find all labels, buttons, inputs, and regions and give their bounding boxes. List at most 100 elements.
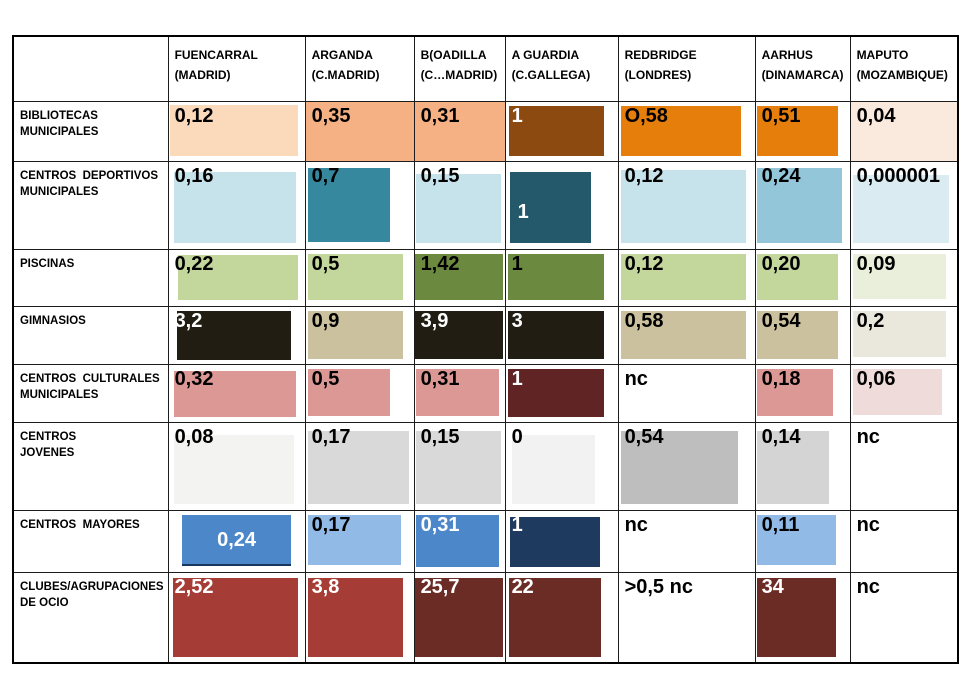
cell-value: 0,35 — [311, 104, 351, 127]
row-label-centrosmayores: CENTROS MAYORES — [12, 509, 169, 573]
cell-centros-maputo: nc — [849, 421, 959, 511]
cell-piscinas-fuencarral: 0,22 — [167, 248, 306, 307]
column-header-redbridge: REDBRIDGE (LONDRES) — [617, 35, 756, 102]
row-label-clubesagrupaciones: CLUBES/AGRUPACIONES DE OCIO — [12, 571, 169, 664]
cell-centrosculturales-arganda: 0,5 — [304, 363, 415, 423]
value-bar — [621, 311, 747, 359]
value-bar — [416, 515, 500, 567]
column-header-fuencarral: FUENCARRAL (MADRID) — [167, 35, 306, 102]
row-label-centrosdeportivos: CENTROS DEPORTIVOS MUNICIPALES — [12, 160, 169, 250]
cell-bibliotecas-aarhus: 0,51 — [754, 100, 851, 162]
value-bar — [178, 255, 298, 300]
value-bar — [176, 311, 291, 361]
cell-centros-arganda: 0,17 — [304, 421, 415, 511]
cell-piscinas-arganda: 0,5 — [304, 248, 415, 307]
cell-value: 1 — [511, 252, 523, 275]
column-header-arganda: ARGANDA (C.MADRID) — [304, 35, 415, 102]
cell-clubesagrupaciones-aguardia: 22 — [504, 571, 619, 664]
cell-clubesagrupaciones-boadilla: 25,7 — [413, 571, 506, 664]
cell-centrosmayores-boadilla: 0,31 — [413, 509, 506, 573]
cell-value: O,58 — [624, 104, 668, 127]
value-bar — [510, 516, 600, 567]
table-row-centrosdeportivos: CENTROS DEPORTIVOS MUNICIPALES 0,16 0,7 0,1… — [12, 160, 959, 250]
table-row-centros: CENTROS JOVENES 0,08 0,17 0,15 0 0,54 0,14 nc — [12, 421, 959, 511]
table-row-centrosmayores: CENTROS MAYORES 0,24 0,17 0,31 1 nc 0,11 nc — [12, 509, 959, 573]
value-bar — [416, 173, 501, 244]
cell-centros-redbridge: 0,54 — [617, 421, 756, 511]
cell-value: nc — [856, 575, 880, 598]
cell-value: 0,32 — [174, 367, 214, 390]
cell-centrosculturales-fuencarral: 0,32 — [167, 363, 306, 423]
cell-value: 0,17 — [311, 425, 351, 448]
cell-gimnasios-aguardia: 3 — [504, 305, 619, 365]
value-bar — [757, 369, 833, 416]
value-bar — [852, 253, 947, 299]
value-bar — [621, 431, 739, 505]
value-bar — [174, 371, 297, 417]
cell-value: 25,7 — [420, 575, 460, 598]
cell-value: 0,5 — [311, 367, 340, 390]
cell-value: 1 — [511, 104, 523, 127]
cell-value: 0 — [511, 425, 523, 448]
cell-bibliotecas-maputo: 0,04 — [849, 100, 959, 162]
column-header-aguardia: A GUARDIA (C.GALLEGA) — [504, 35, 619, 102]
value-bar — [307, 168, 390, 242]
cell-value: 0,5 — [311, 252, 340, 275]
cell-clubesagrupaciones-maputo: nc — [849, 571, 959, 664]
value-bar — [757, 431, 829, 505]
value-bar — [415, 253, 503, 300]
cell-clubesagrupaciones-fuencarral: 2,52 — [167, 571, 306, 664]
cell-clubesagrupaciones-arganda: 3,8 — [304, 571, 415, 664]
cell-value: 34 — [761, 575, 784, 598]
cell-centros-aarhus: 0,14 — [754, 421, 851, 511]
cell-value: 0,09 — [856, 252, 896, 275]
cell-gimnasios-boadilla: 3,9 — [413, 305, 506, 365]
row-label-centrosculturales: CENTROS CULTURALES MUNICIPALES — [12, 363, 169, 423]
cell-value: 1 — [511, 513, 523, 536]
cell-centrosmayores-aarhus: 0,11 — [754, 509, 851, 573]
cell-value: 0,11 — [761, 513, 800, 536]
facility-city-matrix-table: FUENCARRAL (MADRID) ARGANDA (C.MADRID) B(O… — [12, 35, 960, 664]
value-bar — [852, 311, 947, 357]
value-bar — [174, 434, 294, 505]
cell-value: 0,9 — [311, 309, 340, 332]
cell-centrosdeportivos-arganda: 0,7 — [304, 160, 415, 250]
value-bar — [415, 311, 503, 359]
cell-value: 0,22 — [174, 252, 214, 275]
table-row-gimnasios: GIMNASIOS 3,2 0,9 3,9 3 0,58 0,54 0,2 — [12, 305, 959, 365]
cell-value: 0,15 — [420, 425, 460, 448]
cell-centrosdeportivos-aarhus: 0,24 — [754, 160, 851, 250]
value-bar — [307, 515, 401, 566]
cell-value: 0,58 — [624, 309, 664, 332]
value-bar — [306, 102, 414, 160]
cell-value: 0,51 — [761, 104, 801, 127]
cell-bibliotecas-fuencarral: 0,12 — [167, 100, 306, 162]
cell-gimnasios-aarhus: 0,54 — [754, 305, 851, 365]
cell-piscinas-aguardia: 1 — [504, 248, 619, 307]
cell-centrosdeportivos-redbridge: 0,12 — [617, 160, 756, 250]
cell-value: 0,24 — [761, 164, 801, 187]
value-bar — [182, 515, 291, 567]
value-bar — [416, 369, 500, 416]
cell-centrosculturales-boadilla: 0,31 — [413, 363, 506, 423]
header-row: FUENCARRAL (MADRID) ARGANDA (C.MADRID) B(O… — [12, 35, 959, 102]
value-bar — [307, 311, 403, 359]
value-bar — [512, 434, 596, 505]
cell-piscinas-boadilla: 1,42 — [413, 248, 506, 307]
cell-value: 1 — [511, 367, 523, 390]
cell-clubesagrupaciones-aarhus: 34 — [754, 571, 851, 664]
cell-value: 0,2 — [856, 309, 885, 332]
cell-gimnasios-arganda: 0,9 — [304, 305, 415, 365]
cell-centros-boadilla: 0,15 — [413, 421, 506, 511]
table-row-clubesagrupaciones: CLUBES/AGRUPACIONES DE OCIO 2,52 3,8 25,7 22… — [12, 571, 959, 664]
cell-centrosmayores-aguardia: 1 — [504, 509, 619, 573]
value-bar — [508, 106, 605, 156]
cell-value: 0,18 — [761, 367, 801, 390]
cell-centrosmayores-fuencarral: 0,24 — [167, 509, 306, 573]
cell-centros-aguardia: 0 — [504, 421, 619, 511]
cell-centrosmayores-maputo: nc — [849, 509, 959, 573]
table-row-piscinas: PISCINAS 0,22 0,5 1,42 1 0,12 0,20 0,09 — [12, 248, 959, 307]
value-bar — [757, 577, 837, 657]
cell-clubesagrupaciones-redbridge: >0,5 nc — [617, 571, 756, 664]
cell-value: 3 — [511, 309, 523, 332]
